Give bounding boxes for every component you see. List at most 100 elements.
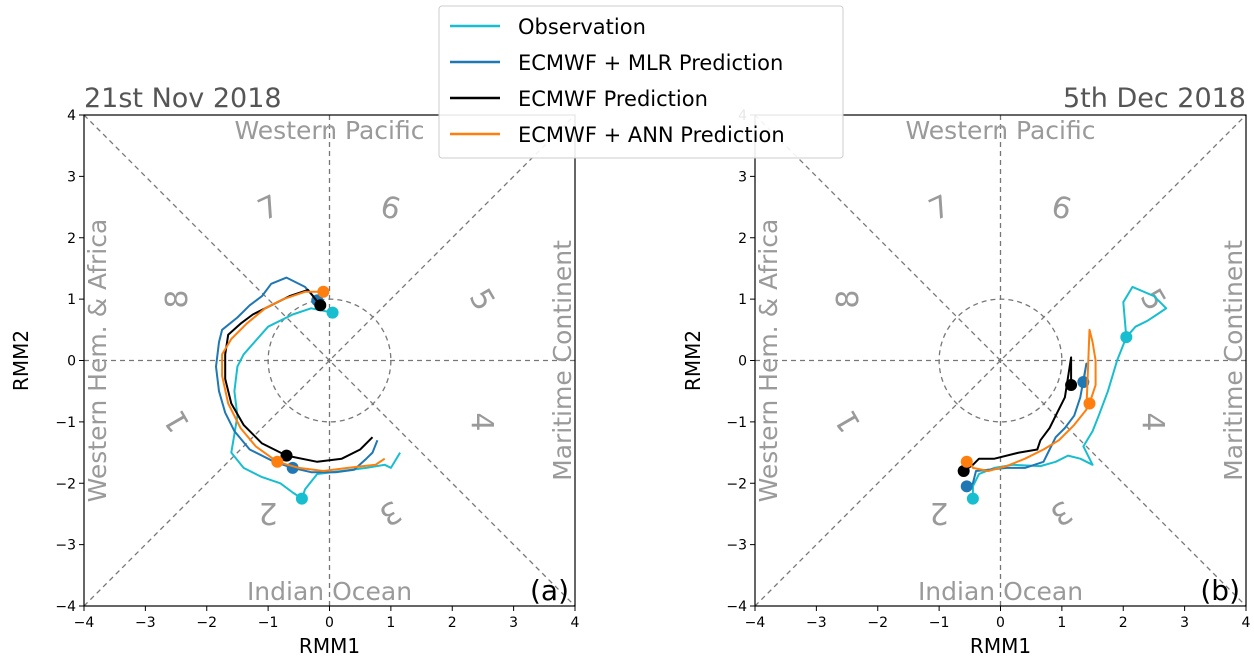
series-start-marker-1 [1120,331,1133,344]
y-tick-label: 2 [67,231,76,247]
diagonal-guide [83,114,576,607]
series-day-marker-1 [966,492,979,505]
y-tick-label: −1 [55,415,76,431]
series-start-marker-4 [317,285,330,298]
y-tick-label: −4 [726,599,747,615]
panel-title: 5th Dec 2018 [1063,83,1246,114]
phase-label-7: 7 [253,189,285,229]
series-line-3 [963,356,1073,472]
y-tick-label: 0 [67,354,76,370]
y-tick-label: 0 [738,354,747,370]
x-axis-label: RMM1 [970,634,1031,656]
phase-label-6: 6 [1048,189,1076,228]
series-day-marker-3 [957,464,970,477]
legend-label: ECMWF + MLR Prediction [518,51,783,75]
phase-label-2: 2 [259,495,278,530]
y-tick-label: 1 [67,292,76,308]
y-tick-label: −1 [726,415,747,431]
x-tick-label: −2 [867,615,888,631]
unit-circle [938,298,1063,423]
phase-label-3: 3 [1044,493,1078,533]
y-tick-label: −3 [726,538,747,554]
x-tick-label: −4 [74,615,95,631]
y-tick-label: −2 [55,476,76,492]
region-label-top: Western Pacific [235,116,425,145]
x-axis-label: RMM1 [299,634,360,656]
y-tick-label: 1 [738,292,747,308]
series-start-marker-3 [1065,379,1078,392]
legend: Observation ECMWF + MLR Prediction ECMWF P… [438,5,844,159]
series-start-marker-4 [1083,397,1096,410]
region-label-bottom: Indian Ocean [918,577,1083,606]
series-day-marker-4 [271,455,284,468]
diagonal-guide [754,114,1247,607]
region-label-right: Maritime Continent [1219,240,1248,481]
phase-label-3: 3 [373,493,407,533]
phase-label-1: 1 [828,404,868,438]
phase-label-8: 8 [160,290,195,309]
x-tick-label: 4 [571,615,580,631]
x-tick-label: 4 [1242,615,1251,631]
x-tick-label: 0 [996,615,1005,631]
region-label-top: Western Pacific [906,116,1096,145]
x-tick-label: 2 [448,615,457,631]
legend-frame [438,5,844,159]
y-tick-label: −2 [726,476,747,492]
phase-label-8: 8 [831,290,866,309]
phase-label-7: 7 [924,189,956,229]
panel-letter: (b) [1200,574,1240,607]
phase-label-4: 4 [1135,412,1170,431]
series-line-2 [215,276,379,474]
y-axis-label: RMM2 [9,330,33,391]
y-tick-label: 3 [738,169,747,185]
unit-circle [267,298,392,423]
legend-label: Observation [518,15,646,39]
panel-title: 21st Nov 2018 [84,83,282,114]
x-tick-label: −1 [258,615,279,631]
series-start-marker-3 [314,299,327,312]
x-tick-label: −4 [745,615,766,631]
phase-diagram-panel-2: Western Pacific Indian Ocean Western Hem. … [681,83,1251,656]
y-tick-label: 3 [67,169,76,185]
y-axis-label: RMM2 [681,330,705,391]
series-line-4 [968,328,1097,472]
x-tick-label: 1 [1057,615,1066,631]
y-tick-label: −3 [55,538,76,554]
series-day-marker-2 [960,480,973,493]
panel-letter: (a) [530,574,569,607]
x-tick-label: 0 [325,615,334,631]
y-tick-label: 4 [67,108,76,124]
region-label-right: Maritime Continent [548,240,577,481]
legend-label: ECMWF Prediction [518,87,708,111]
phase-label-5: 5 [462,283,502,317]
diagonal-guide [83,114,576,607]
x-tick-label: 3 [1180,615,1189,631]
legend-label: ECMWF + ANN Prediction [518,123,785,147]
x-tick-label: 3 [509,615,518,631]
phase-label-5: 5 [1133,283,1173,317]
phase-label-4: 4 [464,412,499,431]
y-tick-label: −4 [55,599,76,615]
x-tick-label: 1 [386,615,395,631]
panels-group: Western Pacific Indian Ocean Western Hem. … [9,83,1251,656]
series-day-marker-1 [295,492,308,505]
x-tick-label: −3 [135,615,156,631]
series-line-2 [965,362,1088,491]
series-start-marker-1 [326,306,339,319]
region-label-bottom: Indian Ocean [247,577,412,606]
diagonal-guide [754,114,1247,607]
phase-label-2: 2 [930,495,949,530]
x-tick-label: 2 [1119,615,1128,631]
x-tick-label: −3 [806,615,827,631]
series-day-marker-4 [960,455,973,468]
x-tick-label: −2 [196,615,217,631]
y-tick-label: 2 [738,231,747,247]
phase-diagram-panel-1: Western Pacific Indian Ocean Western Hem. … [9,83,580,656]
series-line-4 [221,290,386,472]
phase-label-6: 6 [377,189,405,228]
region-label-left: Western Hem. & Africa [754,219,783,503]
x-tick-label: −1 [929,615,950,631]
phase-label-1: 1 [157,404,197,438]
region-label-left: Western Hem. & Africa [83,219,112,503]
series-day-marker-3 [280,449,293,462]
